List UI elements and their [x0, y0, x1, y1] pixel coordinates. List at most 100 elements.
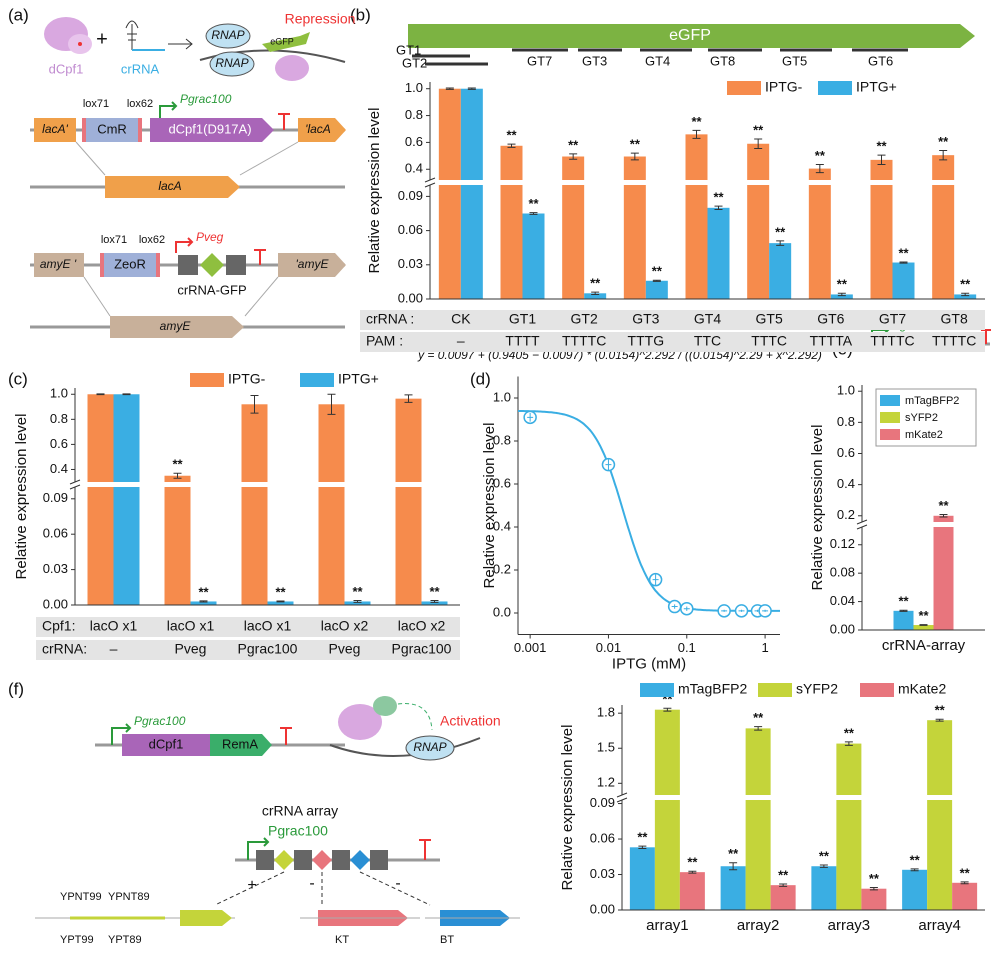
x-tick-label: GT1	[509, 311, 536, 327]
significance: **	[918, 608, 929, 623]
legend-swatch	[640, 683, 674, 697]
bar	[500, 145, 523, 180]
y-tick-label: 0.08	[830, 565, 855, 580]
table-cell: –	[457, 333, 465, 349]
significance: **	[275, 584, 286, 599]
y-tick-label: 0.4	[50, 461, 68, 476]
bar	[927, 800, 953, 910]
significance: **	[687, 855, 698, 870]
gene	[278, 253, 346, 277]
error-bar	[353, 600, 362, 603]
gene	[105, 176, 240, 198]
bar	[769, 243, 792, 299]
legend-swatch	[727, 81, 761, 95]
lox	[82, 118, 86, 142]
significance: **	[568, 137, 579, 152]
lox	[100, 253, 104, 277]
bar	[460, 185, 483, 299]
y-tick-label: 0.6	[493, 475, 511, 490]
dna	[329, 737, 481, 757]
legend-label: mTagBFP2	[905, 395, 959, 407]
arrow	[168, 38, 193, 50]
error-bar	[837, 292, 846, 297]
row-label: crRNA :	[366, 311, 414, 327]
axis-break	[72, 482, 460, 487]
label: Repression	[285, 11, 356, 27]
panel-label: (a)	[8, 5, 29, 24]
bar	[318, 404, 345, 482]
label: GT6	[868, 53, 893, 68]
x-tick-label: 1	[761, 640, 768, 655]
bar	[623, 156, 646, 180]
label: RNAP	[211, 28, 244, 42]
error-bar	[899, 261, 908, 264]
rnap-shape	[405, 735, 455, 761]
label: GT1	[396, 42, 421, 57]
significance: **	[662, 692, 673, 707]
label: Pgrac100	[268, 823, 328, 839]
bar	[745, 800, 771, 910]
legend-label: mKate2	[898, 681, 946, 697]
label: GT5	[782, 53, 807, 68]
error-bar	[276, 600, 285, 603]
egfp-arrow	[262, 32, 310, 52]
bar	[747, 185, 770, 299]
panel-label: (c)	[8, 369, 28, 388]
y-tick-label: 0.8	[837, 414, 855, 429]
bar	[460, 88, 483, 180]
bar	[770, 885, 796, 910]
y-tick-label: 0.8	[493, 432, 511, 447]
label: eGFP	[270, 36, 294, 46]
bar	[164, 487, 191, 605]
significance: **	[898, 594, 909, 609]
bar	[808, 185, 831, 299]
table-cell: TTTG	[628, 333, 665, 349]
significance: **	[876, 139, 887, 154]
significance: **	[352, 584, 363, 599]
error-bar	[199, 600, 208, 603]
legend-swatch	[818, 81, 852, 95]
bar	[623, 185, 646, 299]
significance: **	[753, 710, 764, 725]
bar	[584, 293, 607, 299]
table-row	[36, 640, 460, 660]
significance: **	[652, 264, 663, 279]
bar	[562, 185, 585, 299]
bar	[932, 155, 955, 180]
y-tick-label: 1.0	[50, 386, 68, 401]
x-tick-label: 0.01	[596, 640, 621, 655]
label: amyE	[160, 319, 192, 333]
bar	[954, 294, 977, 299]
legend-label: IPTG+	[856, 79, 897, 95]
label: crRNA	[121, 61, 160, 76]
bar	[654, 800, 680, 910]
significance: **	[938, 498, 949, 513]
bar	[629, 847, 655, 910]
axis-break	[619, 795, 985, 800]
table-cell: TTTT	[505, 333, 540, 349]
bar	[113, 487, 140, 605]
repeat	[332, 850, 350, 870]
lox	[156, 253, 160, 277]
terminator	[419, 839, 431, 860]
y-tick-label: 1.0	[405, 80, 423, 95]
x-tick-label: GT5	[756, 311, 783, 327]
gene	[34, 118, 76, 142]
bar	[87, 394, 114, 482]
label: GT2	[402, 55, 427, 70]
legend-label: IPTG-	[228, 371, 266, 387]
break-mark	[856, 519, 868, 530]
break-mark	[69, 479, 81, 490]
bar	[344, 601, 371, 605]
label: lacA'	[42, 122, 68, 136]
row-label: crRNA:	[42, 641, 87, 657]
plus: +	[96, 28, 108, 50]
panel-f-diagram: Pgrac100 dCpf1 RemA RNAP Activation crRN…	[35, 696, 520, 946]
error-bar	[762, 609, 769, 612]
table-row	[36, 617, 460, 637]
error-bar	[569, 153, 578, 160]
legend-label: sYFP2	[905, 412, 938, 424]
repeat	[226, 255, 246, 275]
bar	[836, 743, 862, 795]
label: amyE '	[40, 257, 77, 271]
